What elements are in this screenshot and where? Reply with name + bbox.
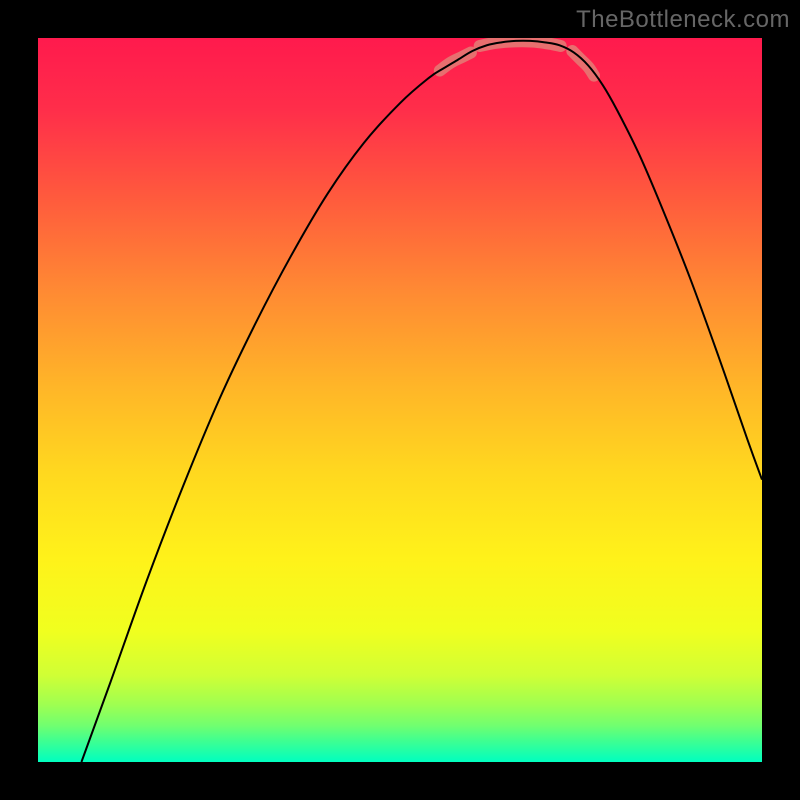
chart-container: TheBottleneck.com bbox=[0, 0, 800, 800]
curve-layer bbox=[38, 38, 762, 762]
bottleneck-curve bbox=[81, 41, 762, 762]
highlight-segments bbox=[440, 41, 594, 75]
plot-area bbox=[38, 38, 762, 762]
watermark-text: TheBottleneck.com bbox=[576, 6, 790, 34]
